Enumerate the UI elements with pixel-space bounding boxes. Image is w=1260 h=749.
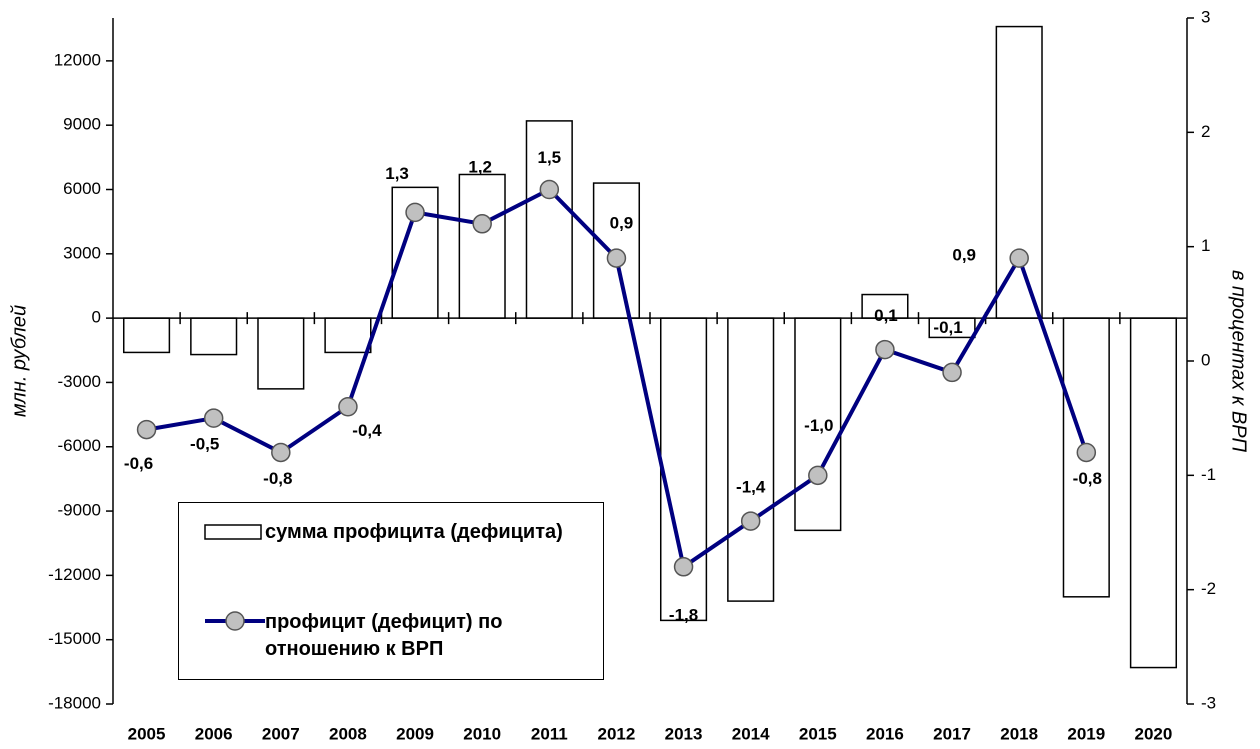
legend-keys (204, 524, 265, 631)
x-tick-label: 2008 (329, 724, 367, 743)
marker (606, 248, 627, 268)
x-tick-label: 2019 (1067, 724, 1105, 743)
x-tick-label: 2005 (128, 724, 166, 743)
data-label: -1,4 (736, 478, 766, 497)
x-tick-label: 2007 (262, 724, 300, 743)
data-label: -1,8 (669, 605, 698, 624)
data-label: -1,0 (804, 416, 833, 435)
y2-tick-label: 3 (1201, 7, 1210, 26)
y-tick-label: 9000 (63, 115, 101, 134)
bar (324, 317, 372, 354)
data-label: 1,2 (468, 157, 492, 176)
data-label: -0,4 (352, 421, 382, 440)
marker (405, 202, 425, 223)
marker (203, 408, 224, 428)
marker (942, 362, 962, 383)
bar (525, 120, 573, 319)
data-label: 1,5 (537, 148, 561, 167)
x-tick-label: 2017 (933, 724, 971, 743)
data-label: -0,5 (190, 435, 219, 454)
data-label: -0,8 (1073, 469, 1102, 488)
y-axis-label: млн. рублей (8, 305, 30, 417)
marker (539, 179, 560, 200)
marker (875, 339, 895, 360)
y2-tick-label: 0 (1201, 350, 1210, 369)
marker (808, 465, 828, 486)
bar (794, 317, 842, 532)
x-tick-label: 2016 (866, 724, 904, 743)
marker (1009, 248, 1029, 268)
marker (136, 419, 157, 440)
x-tick-label: 2006 (195, 724, 233, 743)
x-tick-label: 2013 (665, 724, 703, 743)
y-tick-label: -6000 (58, 436, 101, 455)
data-label: 0,9 (610, 214, 634, 233)
data-label: 0,9 (952, 246, 976, 265)
y-tick-label: -9000 (58, 501, 101, 520)
y-tick-label: 0 (92, 308, 101, 327)
bar (727, 317, 775, 602)
y-tick-label: 3000 (63, 243, 101, 262)
marker (673, 557, 694, 577)
x-tick-label: 2020 (1135, 724, 1173, 743)
data-label: 0,1 (874, 306, 898, 325)
x-tick-label: 2010 (463, 724, 501, 743)
legend-marker-key (225, 611, 245, 631)
legend: сумма профицита (дефицита) профицит (деф… (178, 502, 604, 680)
y2-tick-label: -2 (1201, 579, 1216, 598)
marker (740, 511, 761, 531)
bar (1062, 317, 1110, 598)
y-tick-label: -18000 (48, 693, 101, 712)
data-label: -0,1 (933, 318, 962, 337)
x-tick-label: 2018 (1000, 724, 1038, 743)
marker (271, 442, 291, 463)
legend-label: сумма профицита (дефицита) (265, 521, 563, 543)
y-tick-label: -15000 (48, 629, 101, 648)
bar (190, 317, 238, 356)
x-tick-label: 2012 (598, 724, 636, 743)
legend-bar-key (204, 524, 262, 540)
bar (995, 25, 1043, 319)
x-tick-label: 2011 (531, 724, 568, 743)
y2-tick-label: -1 (1201, 465, 1216, 484)
x-tick-label: 2014 (732, 724, 770, 743)
y-tick-label: 12000 (54, 50, 101, 69)
data-label: 1,3 (385, 164, 409, 183)
x-tick-label: 2015 (799, 724, 837, 743)
marker (1076, 442, 1097, 463)
y-tick-label: -3000 (58, 372, 101, 391)
bar (122, 317, 171, 354)
y2-tick-label: 2 (1201, 122, 1210, 141)
marker (472, 214, 492, 234)
y-tick-label: -12000 (48, 565, 101, 584)
y2-axis-label: в процентах к ВРП (1228, 270, 1250, 453)
y2-tick-label: 1 (1201, 236, 1210, 255)
bar (458, 173, 506, 319)
marker (338, 396, 358, 417)
y-tick-label: 6000 (63, 179, 101, 198)
bar (1129, 317, 1178, 669)
data-label: -0,8 (263, 469, 292, 488)
legend-label: профицит (дефицит) по отношению к ВРП (265, 611, 503, 660)
y2-tick-label: -3 (1201, 693, 1216, 712)
data-label: -0,6 (124, 454, 153, 473)
x-tick-label: 2009 (396, 724, 434, 743)
bar (257, 317, 305, 390)
